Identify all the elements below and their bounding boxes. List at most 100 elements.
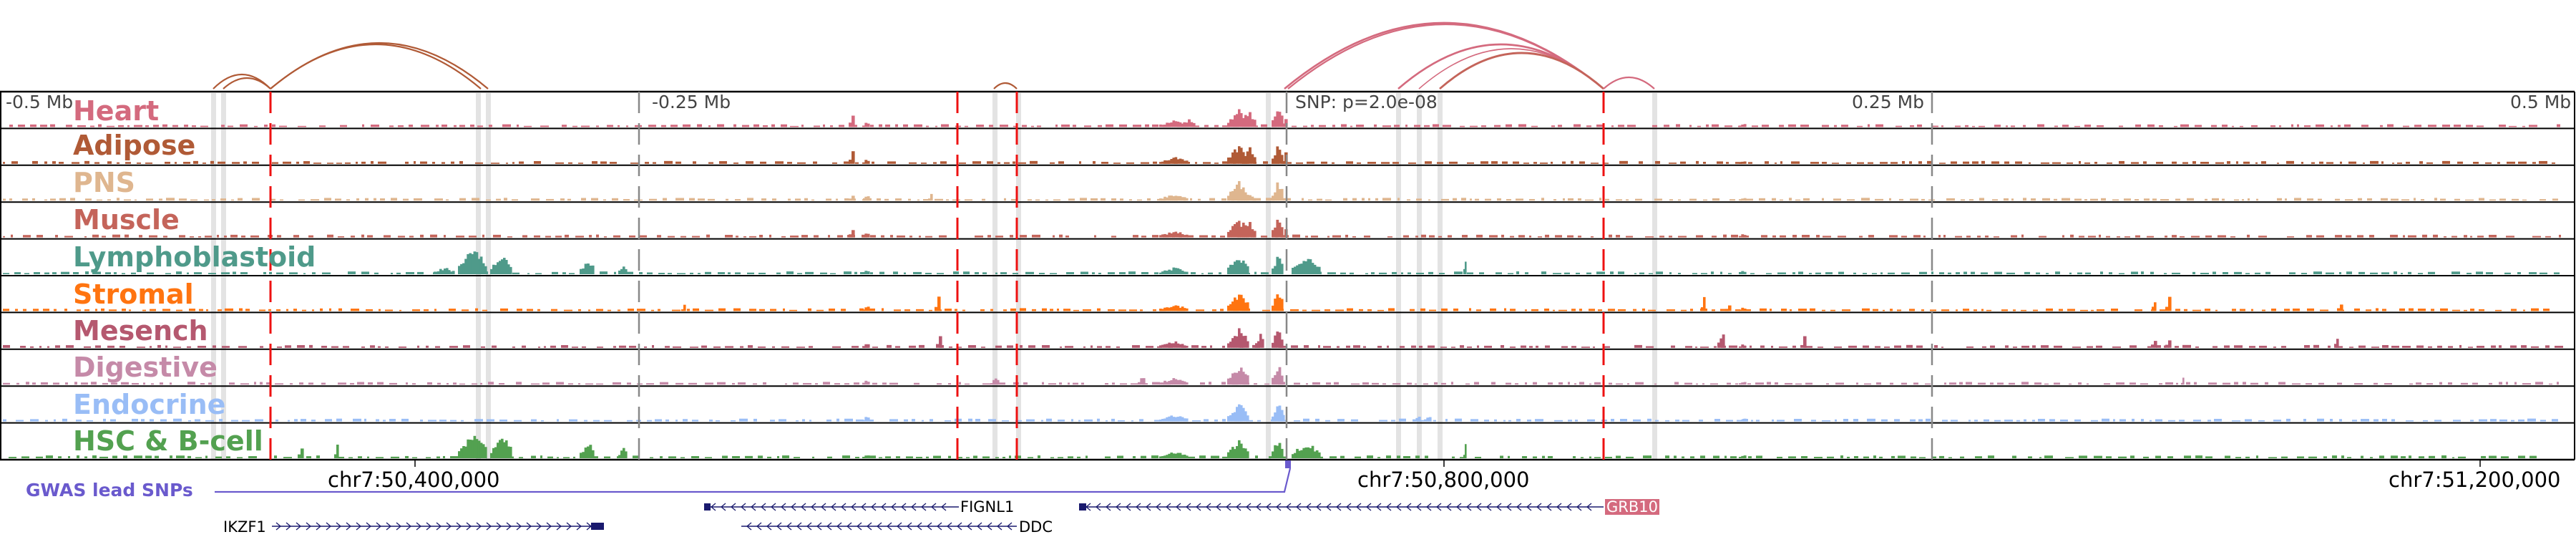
signal-bin xyxy=(2279,125,2281,127)
signal-bin xyxy=(2554,272,2560,274)
signal-bin xyxy=(1939,455,1944,458)
signal-bin xyxy=(391,456,399,458)
signal-bin xyxy=(2258,420,2265,422)
signal-bin xyxy=(2079,455,2087,458)
signal-bin xyxy=(309,344,313,348)
signal-bin xyxy=(107,161,112,164)
signal-bin xyxy=(585,383,593,385)
signal-bin xyxy=(1777,420,1785,422)
signal-bin xyxy=(1429,309,1436,311)
signal-bin xyxy=(1626,236,1633,238)
signal-bin xyxy=(448,270,451,274)
signal-bin xyxy=(1302,309,1307,311)
signal-bin xyxy=(1413,420,1416,422)
signal-bin xyxy=(733,308,741,311)
signal-bin xyxy=(2130,455,2135,458)
signal-bin xyxy=(867,196,870,201)
signal-bin xyxy=(948,455,951,458)
signal-bin xyxy=(1669,236,1672,238)
signal-bin xyxy=(1343,198,1347,201)
signal-bin xyxy=(2255,162,2258,164)
signal-bin xyxy=(1278,297,1282,311)
loop-arcs xyxy=(213,21,1655,90)
signal-bin xyxy=(2242,199,2244,201)
signal-bin xyxy=(44,272,49,274)
signal-bin xyxy=(1616,199,1622,201)
signal-bin xyxy=(1341,124,1347,127)
signal-bin xyxy=(1166,234,1169,238)
signal-bin xyxy=(2326,162,2333,164)
signal-bin xyxy=(449,346,458,348)
signal-bin xyxy=(2522,383,2531,385)
signal-bin xyxy=(2339,419,2342,422)
coordinate-tick-label: chr7:51,200,000 xyxy=(2389,468,2561,492)
signal-bin xyxy=(788,198,791,201)
signal-bin xyxy=(1667,309,1675,311)
signal-bin xyxy=(1463,268,1465,274)
signal-bin xyxy=(1097,418,1100,422)
signal-bin xyxy=(1811,420,1816,422)
signal-bin xyxy=(272,124,275,127)
gene-label-fignl1[interactable]: FIGNL1 xyxy=(960,498,1015,516)
signal-bin xyxy=(2284,309,2290,311)
signal-bin xyxy=(578,309,581,311)
signal-bin xyxy=(562,272,566,274)
signal-bin xyxy=(552,271,558,274)
signal-bin xyxy=(2218,235,2226,238)
gene-label-ikzf1[interactable]: IKZF1 xyxy=(223,518,266,536)
signal-bin xyxy=(1153,161,1157,164)
signal-bin xyxy=(1719,338,1723,348)
signal-bin xyxy=(1743,308,1747,311)
signal-bin xyxy=(430,234,437,238)
signal-bin xyxy=(1835,382,1844,385)
signal-bin xyxy=(1501,345,1504,348)
signal-bin xyxy=(1236,222,1239,238)
signal-bin xyxy=(231,199,234,201)
signal-bin xyxy=(252,161,259,164)
signal-bin xyxy=(1739,236,1742,238)
signal-bin xyxy=(1282,456,1287,458)
signal-bin xyxy=(2464,309,2467,311)
strand-arrow xyxy=(1425,503,1432,511)
signal-bin xyxy=(2041,345,2049,348)
signal-bin xyxy=(1562,161,1566,164)
signal-bin xyxy=(1639,161,1643,164)
signal-bin xyxy=(1181,344,1184,348)
signal-bin xyxy=(1703,199,1707,201)
signal-bin xyxy=(2344,124,2351,127)
signal-bin xyxy=(1919,271,1927,274)
signal-bin xyxy=(808,308,811,311)
signal-bin xyxy=(2112,346,2121,348)
signal-bin xyxy=(1220,236,1225,238)
loop-arc xyxy=(270,44,482,90)
signal-bin xyxy=(1172,158,1176,164)
signal-bin xyxy=(1031,125,1034,127)
signal-bin xyxy=(2080,309,2088,311)
signal-bin xyxy=(2054,198,2057,201)
signal-bin xyxy=(1795,383,1802,385)
signal-bin xyxy=(2085,272,2091,274)
signal-bin xyxy=(1491,161,1498,164)
signal-bin xyxy=(581,125,590,127)
signal-bin xyxy=(1278,258,1282,274)
signal-bin xyxy=(2285,198,2287,201)
signal-bin xyxy=(2037,124,2044,127)
signal-bin xyxy=(1948,272,1951,274)
strand-arrow xyxy=(1365,503,1372,511)
signal-bin xyxy=(2306,383,2312,385)
strand-arrow xyxy=(456,522,462,531)
gene-label-ddc[interactable]: DDC xyxy=(1019,518,1053,536)
signal-bin xyxy=(1166,271,1169,274)
signal-bin xyxy=(830,273,836,274)
signal-bin xyxy=(2428,346,2432,348)
signal-bin xyxy=(1979,125,1985,127)
signal-bin xyxy=(1437,162,1443,164)
signal-bin xyxy=(1174,231,1178,238)
signal-bin xyxy=(1857,125,1863,127)
gene-label-grb10[interactable]: GRB10 xyxy=(1605,498,1659,516)
signal-bin xyxy=(1045,199,1048,201)
signal-bin xyxy=(1244,118,1247,127)
signal-bin xyxy=(1618,309,1626,311)
signal-bin xyxy=(2363,163,2365,164)
signal-bin xyxy=(1875,198,1883,201)
